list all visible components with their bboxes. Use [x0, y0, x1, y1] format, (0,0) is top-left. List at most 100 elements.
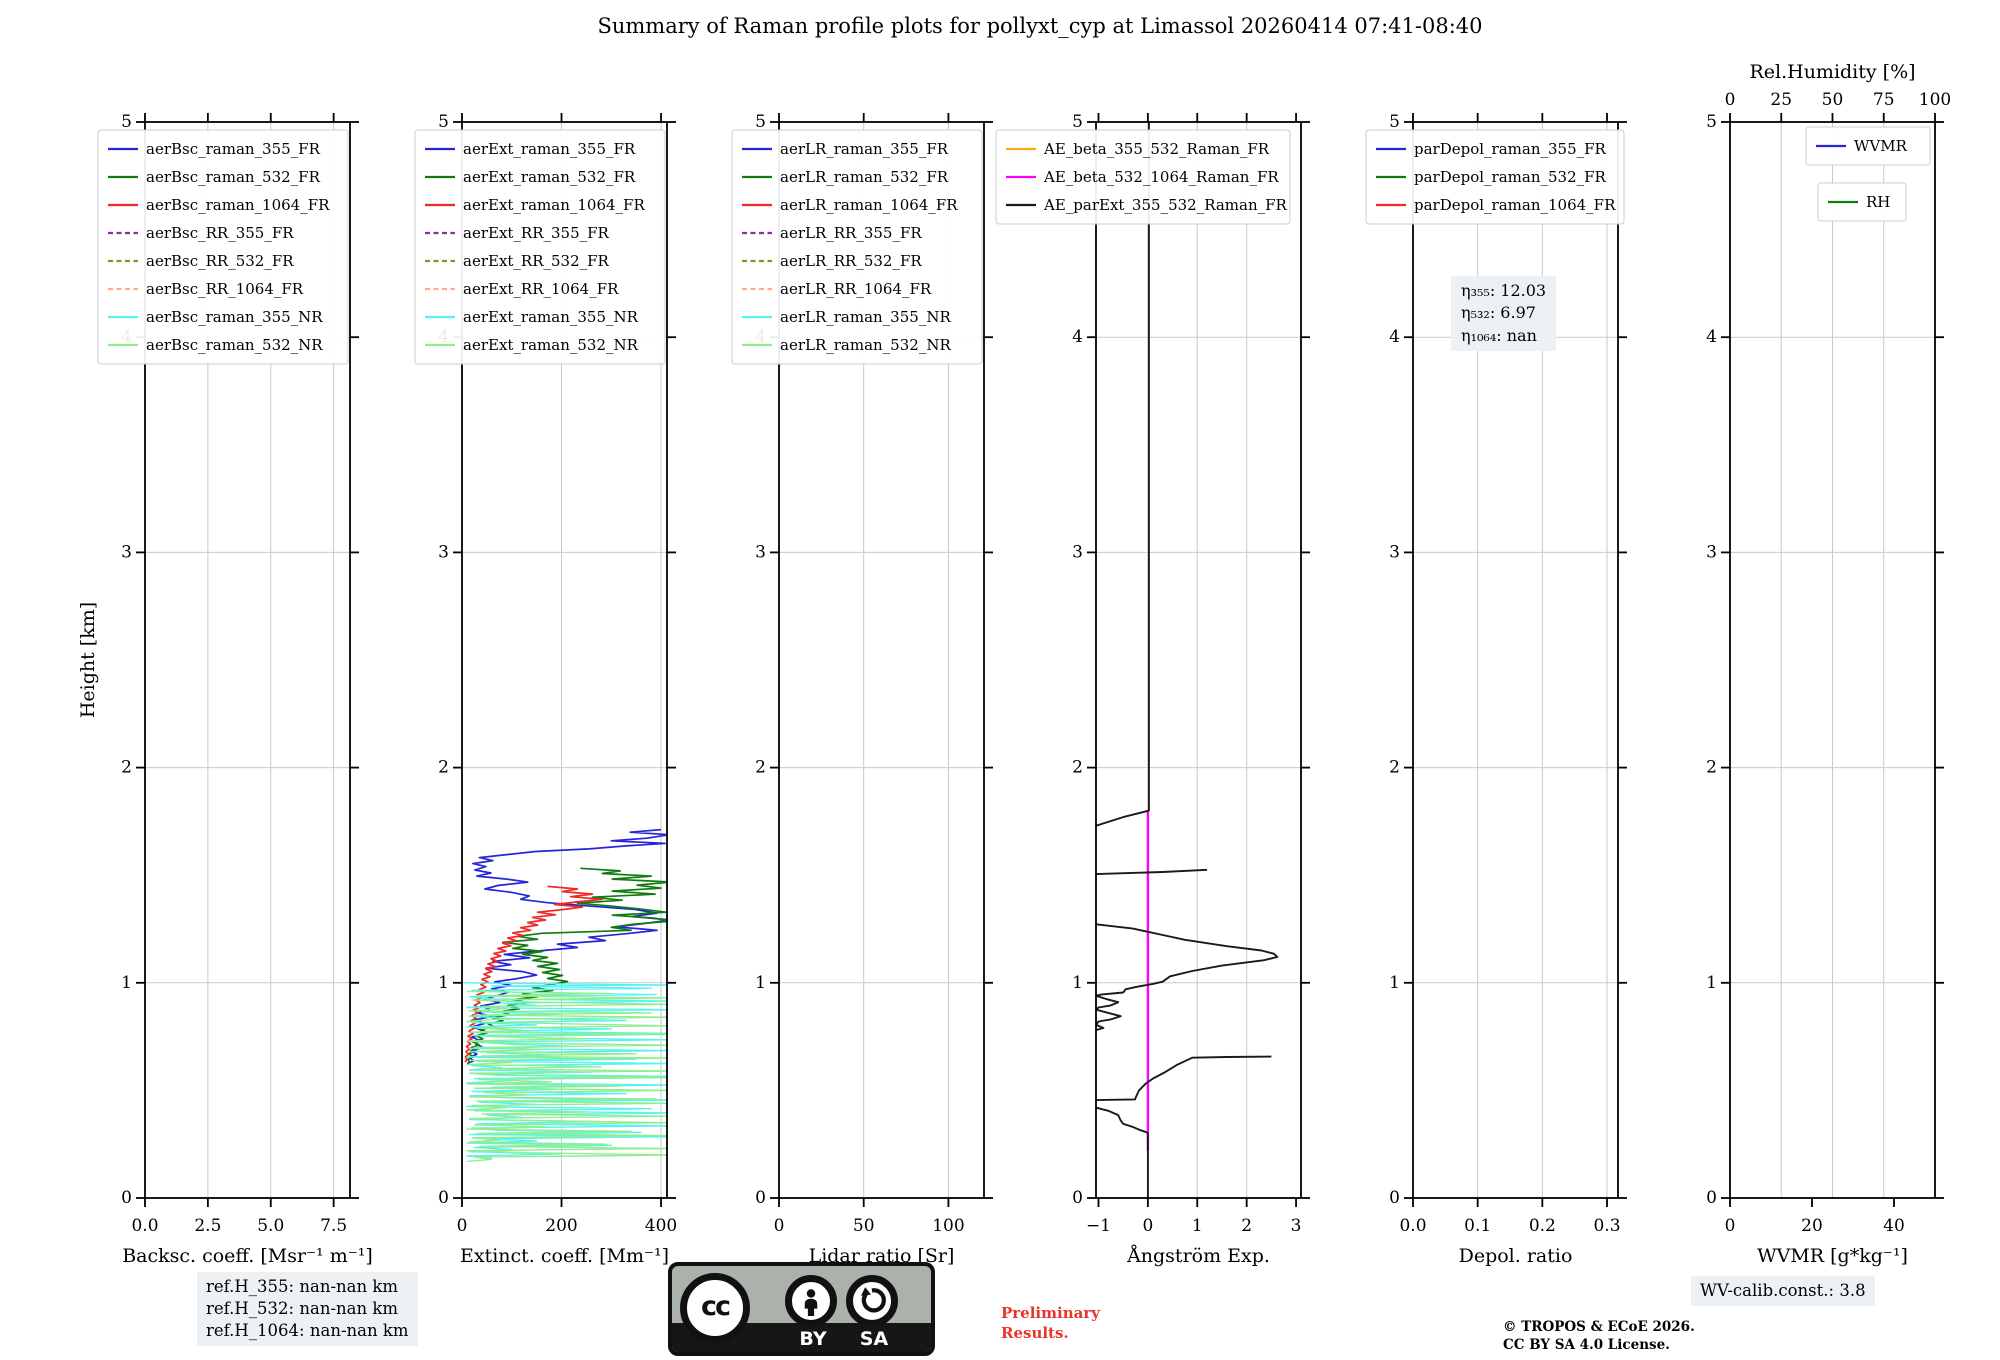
legend-entry: aerExt_raman_355_FR	[425, 140, 636, 158]
legend-label: aerBsc_raman_532_FR	[146, 168, 321, 186]
y-tick-label: 4	[1706, 327, 1717, 347]
x-tick-label: 40	[1883, 1216, 1905, 1236]
curve-aerExt_raman_532_NR	[466, 990, 667, 1163]
legend-label: aerBsc_RR_1064_FR	[146, 280, 304, 298]
legend-entry: aerLR_raman_1064_FR	[742, 196, 958, 214]
y-tick-label: 4	[1072, 327, 1083, 347]
top-tick-label: 50	[1822, 90, 1844, 110]
legend-label: aerLR_RR_532_FR	[780, 252, 922, 270]
ref-h-1064: ref.H_1064: nan-nan km	[206, 1320, 409, 1340]
legend-entry: aerBsc_raman_355_FR	[108, 140, 321, 158]
y-tick-label: 2	[438, 758, 449, 778]
legend: parDepol_raman_355_FR parDepol_raman_532_…	[1365, 129, 1625, 225]
y-tick-label: 3	[755, 542, 766, 562]
y-tick-label: 3	[1072, 542, 1083, 562]
legend-entry: aerLR_raman_532_NR	[742, 336, 951, 354]
top-tick-label: 75	[1873, 90, 1895, 110]
legend-label: parDepol_raman_1064_FR	[1414, 196, 1616, 214]
x-tick-label: 0	[457, 1216, 468, 1236]
copyright-credit: © TROPOS & ECoE 2026. CC BY SA 4.0 Licen…	[1503, 1319, 1695, 1354]
curve-AE_parExt_355_532_Raman_FR	[1096, 868, 1208, 876]
x-tick-label: 100	[932, 1216, 964, 1236]
x-tick-label: 400	[645, 1216, 677, 1236]
y-tick-label: 0	[1072, 1188, 1083, 1208]
legend-entry: aerLR_RR_532_FR	[742, 252, 922, 270]
legend-entry: aerLR_raman_355_NR	[742, 308, 951, 326]
attribution-person-icon	[785, 1275, 837, 1327]
legend-entry: aerBsc_RR_355_FR	[108, 224, 294, 242]
y-tick-label: 4	[1389, 327, 1400, 347]
y-tick-label: 2	[121, 758, 132, 778]
legend-entry: aerBsc_raman_355_NR	[108, 308, 323, 326]
legend-entry: aerBsc_raman_532_FR	[108, 168, 321, 186]
legend-entry: aerExt_raman_1064_FR	[425, 196, 645, 214]
legend-label: aerBsc_raman_355_FR	[146, 140, 321, 158]
y-tick-label: 3	[121, 542, 132, 562]
x-axis-label: Backsc. coeff. [Msr⁻¹ m⁻¹]	[122, 1245, 373, 1267]
legend-entry: aerExt_RR_355_FR	[425, 224, 610, 242]
y-tick-label: 2	[1706, 758, 1717, 778]
y-tick-label: 0	[1706, 1188, 1717, 1208]
curve-AE_parExt_355_532_Raman_FR	[1096, 1055, 1272, 1102]
y-axis-label: Height [km]	[77, 601, 99, 719]
x-axis-label: WVMR [g*kg⁻¹]	[1757, 1245, 1908, 1267]
legend: RH	[1817, 182, 1907, 222]
legend-entry: aerLR_raman_532_FR	[742, 168, 949, 186]
legend-entry: parDepol_raman_355_FR	[1376, 140, 1607, 158]
legend-entry: aerLR_RR_1064_FR	[742, 280, 932, 298]
y-tick-label: 5	[121, 112, 132, 132]
wv-calib-text: WV-calib.const.: 3.8	[1700, 1281, 1866, 1300]
x-tick-label: 3	[1291, 1216, 1302, 1236]
y-tick-label: 0	[1389, 1188, 1400, 1208]
legend-label: aerExt_raman_355_NR	[463, 308, 639, 326]
x-tick-label: 7.5	[320, 1216, 347, 1236]
axis-ticks: 0.02.55.07.5012345	[121, 112, 359, 1236]
curve-AE_parExt_355_532_Raman_FR	[1096, 122, 1150, 827]
eta-532: η₅₃₂: 6.97	[1461, 303, 1536, 323]
curve-AE_parExt_355_532_Raman_FR	[1096, 1106, 1149, 1198]
legend-label: aerExt_raman_355_FR	[463, 140, 636, 158]
y-tick-label: 2	[1072, 758, 1083, 778]
legend: WVMR	[1805, 126, 1931, 166]
legend-entry: aerBsc_raman_532_NR	[108, 336, 323, 354]
cc-icon: cc	[680, 1273, 750, 1343]
y-tick-label: 1	[121, 973, 132, 993]
legend-label: AE_beta_532_1064_Raman_FR	[1043, 168, 1279, 186]
cc-sa-label: SA	[859, 1328, 889, 1350]
y-tick-label: 1	[1706, 973, 1717, 993]
legend-label: aerBsc_RR_532_FR	[146, 252, 294, 270]
x-tick-label: 0.2	[1529, 1216, 1556, 1236]
legend-label: aerLR_raman_1064_FR	[780, 196, 958, 214]
legend-label: aerLR_RR_1064_FR	[780, 280, 932, 298]
legend-label: aerExt_raman_532_NR	[463, 336, 639, 354]
y-tick-label: 5	[1706, 112, 1717, 132]
legend-entry: aerExt_raman_355_NR	[425, 308, 639, 326]
wv-calib-box: WV-calib.const.: 3.8	[1691, 1276, 1875, 1306]
y-tick-label: 1	[438, 973, 449, 993]
legend-entry: aerBsc_RR_1064_FR	[108, 280, 304, 298]
legend: aerLR_raman_355_FR aerLR_raman_532_FR aerL…	[731, 129, 983, 365]
share-alike-icon	[846, 1275, 898, 1327]
x-tick-label: 0.1	[1464, 1216, 1491, 1236]
x-tick-label: 0	[1142, 1216, 1153, 1236]
legend: aerExt_raman_355_FR aerExt_raman_532_FRae…	[414, 129, 666, 365]
curves	[1096, 122, 1279, 1198]
x-axis-label: Lidar ratio [Sr]	[809, 1245, 955, 1267]
x-tick-label: 0.3	[1593, 1216, 1620, 1236]
legend-entry: aerExt_RR_532_FR	[425, 252, 610, 270]
top-tick-label: 0	[1725, 90, 1736, 110]
legend-entry: aerLR_RR_355_FR	[742, 224, 922, 242]
y-tick-label: 1	[755, 973, 766, 993]
gridlines	[1096, 122, 1301, 1198]
x-tick-label: 1	[1192, 1216, 1203, 1236]
ref-height-box: ref.H_355: nan-nan km ref.H_532: nan-nan…	[197, 1272, 418, 1346]
axis-ticks: 0 20 40 0 1 2 3 4 5	[1706, 112, 1944, 1236]
panel-wvmr: 0 20 40 0 1 2 3 4 5 WVMR [g*kg⁻¹] 0 25 50 75 100Rel.Hu…	[1706, 61, 1951, 1267]
legend-label: aerExt_RR_355_FR	[463, 224, 610, 242]
top-axis-label: Rel.Humidity [%]	[1749, 61, 1915, 83]
y-tick-label: 5	[438, 112, 449, 132]
